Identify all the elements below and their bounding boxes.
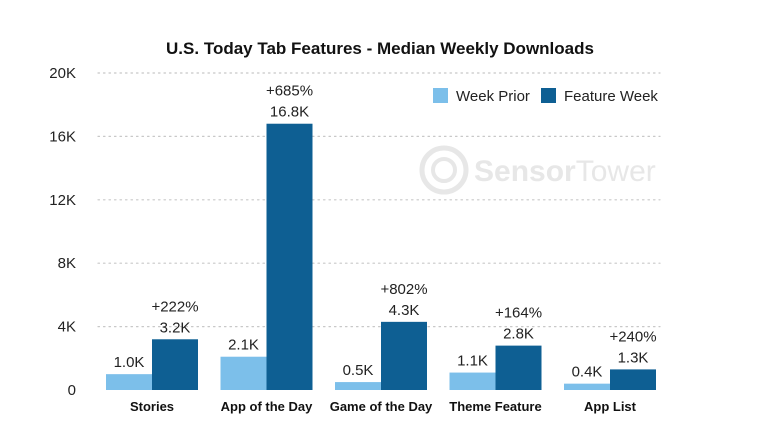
bar-feature-week <box>381 321 427 390</box>
x-tick-label: Game of the Day <box>330 399 433 414</box>
value-label-feature-week: 3.2K <box>160 319 191 336</box>
value-label-feature-week: 2.8K <box>503 326 534 343</box>
x-axis: Stories App of the Day Game of the Day Them… <box>130 399 637 414</box>
change-label: +802% <box>380 281 427 298</box>
value-label-week-prior: 0.4K <box>572 364 603 381</box>
bar-feature-week <box>610 369 656 390</box>
value-label-feature-week: 16.8K <box>270 104 309 121</box>
legend-swatch-week-prior <box>433 88 448 103</box>
x-tick-label: Theme Feature <box>449 399 541 414</box>
svg-text:SensorTower: SensorTower <box>474 155 656 188</box>
value-label-feature-week: 1.3K <box>618 349 649 366</box>
value-label-week-prior: 0.5K <box>343 362 374 379</box>
bar-feature-week <box>495 345 542 390</box>
x-tick-label: Stories <box>130 399 174 414</box>
y-tick-label: 4K <box>58 319 76 336</box>
y-axis: 0 4K 8K 12K 16K 20K <box>49 65 76 399</box>
y-tick-label: 0 <box>68 382 76 399</box>
chart-title: U.S. Today Tab Features - Median Weekly … <box>166 39 594 58</box>
legend-swatch-feature-week <box>541 88 556 103</box>
watermark-logo-icon <box>419 145 469 195</box>
watermark-logo-inner-icon <box>431 157 457 183</box>
y-tick-label: 12K <box>49 192 76 209</box>
legend: Week Prior Feature Week <box>433 88 658 105</box>
y-tick-label: 8K <box>58 255 76 272</box>
legend-label-feature-week: Feature Week <box>564 88 658 105</box>
bar-week-prior <box>564 383 610 390</box>
y-tick-label: 16K <box>49 128 76 145</box>
bars <box>106 123 656 390</box>
bar-week-prior <box>106 374 152 390</box>
value-label-week-prior: 2.1K <box>228 337 259 354</box>
watermark-text-b: Tower <box>576 155 656 188</box>
value-label-week-prior: 1.1K <box>457 353 488 370</box>
value-label-feature-week: 4.3K <box>389 302 420 319</box>
legend-label-week-prior: Week Prior <box>456 88 530 105</box>
bar-week-prior <box>220 356 267 390</box>
bar-week-prior <box>335 382 381 390</box>
bar-week-prior <box>449 372 496 390</box>
bar-feature-week <box>152 339 198 390</box>
change-label: +685% <box>266 83 313 100</box>
x-tick-label: App List <box>584 399 637 414</box>
watermark-text-a: Sensor <box>474 155 576 188</box>
data-labels: 1.0K 3.2K +222% 2.1K 16.8K +685% 0.5K 4.3K +802%… <box>114 83 657 381</box>
change-label: +222% <box>151 298 198 315</box>
grid <box>97 72 661 328</box>
watermark: SensorTower <box>419 145 656 195</box>
value-label-week-prior: 1.0K <box>114 354 145 371</box>
change-label: +240% <box>609 328 656 345</box>
bar-feature-week <box>266 123 313 390</box>
x-tick-label: App of the Day <box>221 399 313 414</box>
y-tick-label: 20K <box>49 65 76 82</box>
change-label: +164% <box>495 305 542 322</box>
